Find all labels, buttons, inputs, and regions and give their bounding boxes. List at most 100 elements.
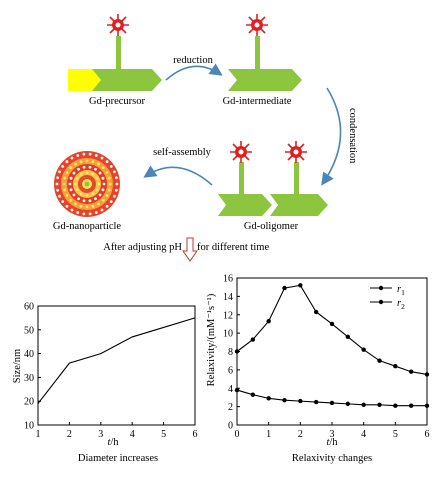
size-chart: 1 2 3 4 5 6 10 20 30 40 50 60 Size/nm t/h Diameter … [12,302,198,465]
size-chart-ytick-label: 10 [24,421,34,432]
relaxivity-chart-xtick-label: 5 [393,429,398,440]
nanoparticle-dot [94,154,98,157]
size-chart-ytick-label: 60 [24,302,34,313]
relaxivity-chart-series-r1-point [313,309,319,315]
nanoparticle-dot [69,188,73,192]
nanoparticle-dot [69,166,73,170]
nanoparticle-dot [114,176,118,180]
nanoparticle-dot [65,204,69,208]
nanoparticle-dot [97,162,100,166]
nanoparticle-dot [91,192,95,196]
relaxivity-chart-series-r1-point [266,318,271,324]
relaxivity-chart-legend-label-r2: r2 [397,298,405,311]
size-chart-xlabel: t/h [107,437,119,448]
nanoparticle-dot [113,194,116,198]
gd-intermediate-molecule [228,14,302,91]
nanoparticle-dot [70,156,74,160]
relaxivity-chart-xtick-label: 0 [235,429,240,440]
relaxivity-chart-series-r1-point [424,372,430,377]
gd-oligomer-molecule [218,141,328,216]
nanoparticle-dot [94,197,97,201]
nanoparticle-dot [82,212,86,216]
label-gd-nanoparticle: Gd-nanoparticle [53,221,122,232]
nanoparticle-dot [109,200,113,204]
size-chart-xtick-label: 2 [67,429,72,440]
size-chart-frame [37,305,196,426]
reduction-arrow [165,63,223,81]
ph-down-arrow-icon [182,237,198,262]
size-chart-caption: Diameter increases [78,453,158,464]
nanoparticle-dot [107,188,111,192]
relaxivity-chart-xlabel: t/h [326,437,338,448]
nanoparticle-dot [69,198,73,202]
relaxivity-chart-series-r2-point [266,396,271,401]
size-chart-ytick-label: 30 [24,373,34,384]
oligomer-stem-1 [239,162,244,195]
size-chart-xtick-label: 3 [98,429,103,440]
relaxivity-chart-xtick-label: 4 [361,429,366,440]
nanoparticle-dot [101,176,105,180]
relaxivity-chart-ytick-label: 6 [228,365,233,376]
size-chart-xtick-label: 6 [193,429,198,440]
relaxivity-chart-series-r1-point [361,347,366,352]
nanoparticle-dot [79,172,83,176]
relaxivity-chart-series-r2-point [408,403,414,408]
relaxivity-chart-ytick-label: 8 [228,347,233,358]
relaxivity-chart-xlabel-var: t [326,437,330,448]
relaxivity-chart-ytick-label: 14 [223,292,233,303]
nanoparticle-dot [100,156,104,160]
size-chart-ytick-label: 50 [24,325,34,336]
oligomer-gd-icon-1 [230,141,252,163]
label-condensation: condensation [347,108,358,164]
nanoparticle-dot [69,176,73,180]
nanoparticle-dot [58,194,61,198]
nanoparticle-dot [108,182,112,186]
nanoparticle-dot [75,188,79,192]
nanoparticle-dot [76,211,80,214]
nanoparticle-dot [109,164,113,168]
size-chart-xlabel-var: t [107,437,111,448]
nanoparticle-dot [82,165,86,169]
relaxivity-chart-series-r2-point [329,400,335,406]
relaxivity-chart-series-r1-point [298,283,303,288]
label-gd-intermediate: Gd-intermediate [223,96,292,107]
nanoparticle-dot [79,204,83,208]
label-for-different-time: for different time [197,242,269,253]
precursor-yellow-cap [68,69,101,91]
oligomer-green-block-2 [270,194,328,216]
nanoparticle-dot [91,172,95,176]
relaxivity-chart-series-r1-point [393,364,398,369]
nanoparticle-dot [72,171,76,175]
nanoparticle-dot [88,199,92,203]
oligomer-green-block-1 [218,194,272,216]
nanoparticle-dot [98,171,102,175]
nanoparticle-dot [65,171,69,174]
nanoparticle-dot [113,170,116,174]
size-chart-xtick-label: 5 [161,429,166,440]
nanoparticle-dot [63,188,67,192]
oligomer-gd-icon-2 [285,141,307,163]
nanoparticle-dot [58,170,61,174]
nanoparticle-dot [63,176,67,180]
gd-nanoparticle-icon [54,151,120,217]
size-chart-xlabel-unit: /h [110,437,119,448]
label-gd-oligomer: Gd-oligomer [244,221,299,232]
nanoparticle-dot [68,182,72,186]
relaxivity-chart-xtick-label: 1 [266,429,271,440]
nanoparticle-dot [94,211,98,214]
nanoparticle-dot [88,152,92,156]
relaxivity-chart-xtick-label: 2 [298,429,303,440]
relaxivity-chart-series-r1-point [234,349,240,354]
nanoparticle-dot [105,160,109,164]
nanoparticle-dot [56,176,60,180]
relaxivity-chart-xlabel-unit: /h [329,437,338,448]
relaxivity-chart-series-r2-point [345,401,351,407]
nanoparticle-dot [91,160,95,164]
nanoparticle-dot [55,182,59,186]
relaxivity-chart-series-r2-point [393,403,398,408]
label-gd-precursor: Gd-precursor [89,96,145,107]
condensation-arrow [321,87,342,186]
gd-precursor-molecule [68,14,162,91]
